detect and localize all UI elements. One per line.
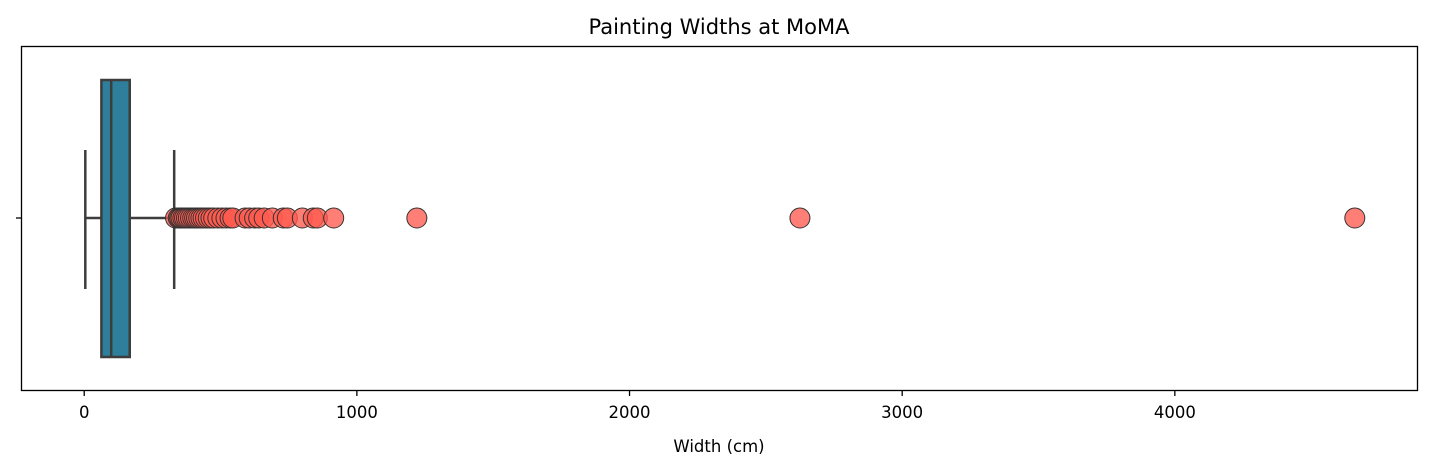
- outlier-point: [789, 207, 811, 229]
- x-tick-label: 4000: [1154, 403, 1196, 422]
- outlier-point: [406, 207, 428, 229]
- outlier-point: [1344, 207, 1366, 229]
- x-axis-label: Width (cm): [673, 437, 764, 456]
- chart-title: Painting Widths at MoMA: [589, 15, 851, 39]
- x-axis: 0 1000 2000 3000 4000: [79, 390, 1196, 422]
- plot-area: [84, 78, 1366, 359]
- outlier-point: [323, 207, 345, 229]
- x-tick-label: 2000: [609, 403, 651, 422]
- x-tick-label: 1000: [336, 403, 378, 422]
- iqr-box: [100, 78, 131, 359]
- x-tick-label: 3000: [881, 403, 923, 422]
- x-tick-label: 0: [79, 403, 90, 422]
